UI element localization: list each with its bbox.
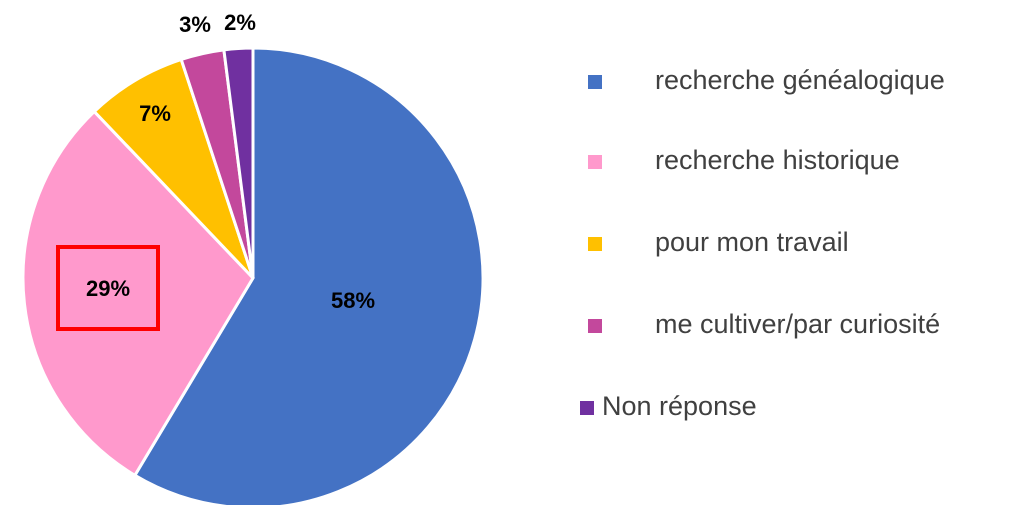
- legend-swatch: [580, 401, 594, 415]
- legend-label: recherche historique: [655, 145, 900, 175]
- legend-label: me cultiver/par curiosité: [655, 309, 940, 339]
- legend-swatch: [588, 237, 602, 251]
- pie: [21, 46, 485, 505]
- highlight-box: [56, 245, 160, 331]
- pie-slice: [222, 46, 255, 279]
- pie-slice: [132, 46, 485, 505]
- data-label: 2%: [224, 10, 256, 35]
- data-label: 7%: [139, 101, 171, 126]
- legend-label: Non réponse: [602, 391, 757, 421]
- legend-swatch: [588, 319, 602, 333]
- data-label: 29%: [86, 276, 130, 301]
- pie-slice: [21, 109, 255, 478]
- legend-swatch: [588, 75, 602, 89]
- legend-label: pour mon travail: [655, 227, 849, 257]
- data-label: 58%: [331, 288, 375, 313]
- legend-label: recherche généalogique: [655, 65, 945, 95]
- legend-swatch: [588, 155, 602, 169]
- pie-slice: [92, 57, 255, 280]
- data-label: 3%: [179, 12, 211, 37]
